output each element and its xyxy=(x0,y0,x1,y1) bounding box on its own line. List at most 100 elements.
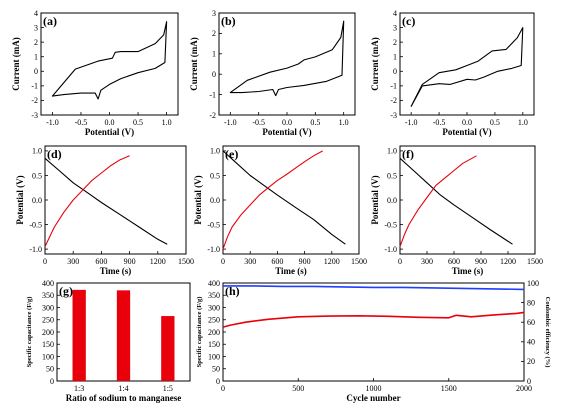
x-tick-label: -1.0 xyxy=(224,118,237,127)
y-tick-label: 350 xyxy=(208,291,220,300)
x-tick-label: 1:4 xyxy=(118,384,128,393)
x-tick-label: 1200 xyxy=(150,257,166,266)
y-tick-label: -1 xyxy=(31,82,38,91)
panel-label: (a) xyxy=(43,14,57,28)
y-tick-label: 3 xyxy=(34,23,38,32)
y-tick-label: 300 xyxy=(42,303,54,312)
y-tick-label: 300 xyxy=(208,303,220,312)
y2-tick-label: 80 xyxy=(527,298,535,307)
bar-1:3 xyxy=(72,289,86,381)
y-tick-label: 0.5 xyxy=(32,171,42,180)
y-tick-label: 2 xyxy=(34,38,38,47)
y-tick-label: 1 xyxy=(34,53,38,62)
x-tick-label: 1500 xyxy=(441,384,457,393)
plot-frame xyxy=(222,282,525,382)
panel-label: (c) xyxy=(402,14,415,28)
bar-1:4 xyxy=(116,290,131,381)
series-line-2 xyxy=(44,155,130,247)
y-tick-label: -1 xyxy=(209,90,216,99)
y-tick-label: 200 xyxy=(42,328,54,337)
x-axis-title: Potential (V) xyxy=(85,127,134,137)
y-tick-label: 50 xyxy=(46,365,54,374)
y-tick-label: 0.0 xyxy=(210,196,220,205)
plot-frame xyxy=(222,145,360,255)
y-tick-label: 400 xyxy=(208,279,220,288)
y-tick-label: 400 xyxy=(42,279,54,288)
y2-axis-title: Coulombic efficiency (%) xyxy=(544,297,551,368)
x-tick-label: 0.0 xyxy=(282,118,292,127)
y-tick-label: 0.0 xyxy=(387,196,397,205)
y-tick-label: 0.5 xyxy=(210,171,220,180)
y-tick-label: -2 xyxy=(31,96,38,105)
x-tick-label: 0.5 xyxy=(310,118,320,127)
series-line-2 xyxy=(222,150,323,250)
y-tick-label: 1.0 xyxy=(210,147,220,156)
y-axis-title: Potential (V) xyxy=(193,175,203,224)
x-tick-label: 0 xyxy=(221,257,225,266)
y-tick-label: 0.5 xyxy=(387,171,397,180)
panel-label: (h) xyxy=(225,284,240,298)
x-tick-label: 1.0 xyxy=(162,118,172,127)
y-tick-label: 0 xyxy=(50,377,54,386)
x-tick-label: 1500 xyxy=(178,257,194,266)
x-tick-label: 900 xyxy=(124,257,136,266)
x-tick-label: 1:3 xyxy=(74,384,84,393)
x-tick-label: -0.5 xyxy=(75,118,88,127)
y-tick-label: 0 xyxy=(216,377,220,386)
y-tick-label: -1.0 xyxy=(207,245,220,254)
y-tick-label: 2 xyxy=(393,38,397,47)
y-tick-label: 0 xyxy=(212,70,216,79)
y-tick-label: 150 xyxy=(208,340,220,349)
y-tick-label: 350 xyxy=(42,291,54,300)
y-axis-title: Potential (V) xyxy=(15,175,25,224)
y2-tick-label: 100 xyxy=(527,279,539,288)
x-tick-label: 1:5 xyxy=(163,384,173,393)
x-tick-label: 500 xyxy=(292,384,304,393)
series-line-2 xyxy=(222,311,525,328)
y-tick-label: 3 xyxy=(393,23,397,32)
x-axis-title: Time (s) xyxy=(100,266,132,276)
x-tick-label: 0 xyxy=(43,257,47,266)
series-line-1 xyxy=(222,150,346,245)
x-tick-label: 0.5 xyxy=(490,118,500,127)
series-line-1 xyxy=(410,27,524,107)
x-axis-title: Potential (V) xyxy=(262,127,311,137)
y-tick-label: -0.5 xyxy=(29,220,42,229)
y-tick-label: -1.0 xyxy=(384,245,397,254)
chart-panel-5: -1.0 -0.5 0.0 0.5 1.0 0 300 600 900 1200 1500 Time … xyxy=(193,145,367,276)
plot-frame xyxy=(399,12,535,116)
x-tick-label: 1500 xyxy=(351,257,367,266)
series-line-1 xyxy=(223,285,525,291)
x-tick-label: -1.0 xyxy=(405,118,418,127)
x-tick-label: 0.5 xyxy=(133,118,143,127)
x-axis-title: Potential (V) xyxy=(442,127,491,137)
plot-frame xyxy=(399,145,536,255)
x-axis-title: Cycle number xyxy=(346,393,400,403)
series-line-2 xyxy=(399,155,477,247)
y-axis-title: Current (mA) xyxy=(370,37,380,91)
x-tick-label: 0.0 xyxy=(105,118,115,127)
y-tick-label: 1 xyxy=(393,53,397,62)
y-axis-title: Potential (V) xyxy=(370,175,380,224)
x-tick-label: 0 xyxy=(398,257,402,266)
chart-panel-2: -2 -1 0 1 2 3 -1.0 -0.5 0.0 0.5 1.0 Potential (V) Cu… xyxy=(189,9,356,137)
y-tick-label: 4 xyxy=(34,9,38,18)
x-tick-label: 900 xyxy=(299,257,311,266)
x-tick-label: 2000 xyxy=(516,384,532,393)
panel-label: (b) xyxy=(221,14,236,28)
x-tick-label: 300 xyxy=(67,257,79,266)
panel-label: (e) xyxy=(225,147,238,161)
y2-tick-label: 20 xyxy=(527,357,535,366)
x-tick-label: -0.5 xyxy=(252,118,265,127)
y-axis-title: Current (mA) xyxy=(11,37,21,91)
x-tick-label: -1.0 xyxy=(46,118,59,127)
y-tick-label: 1.0 xyxy=(387,147,397,156)
series-line-1 xyxy=(229,20,345,97)
y-tick-label: 50 xyxy=(212,365,220,374)
x-tick-label: 900 xyxy=(475,257,487,266)
y-axis-title: Current (mA) xyxy=(189,37,199,91)
y-tick-label: -0.5 xyxy=(207,220,220,229)
x-tick-label: 1000 xyxy=(366,384,382,393)
